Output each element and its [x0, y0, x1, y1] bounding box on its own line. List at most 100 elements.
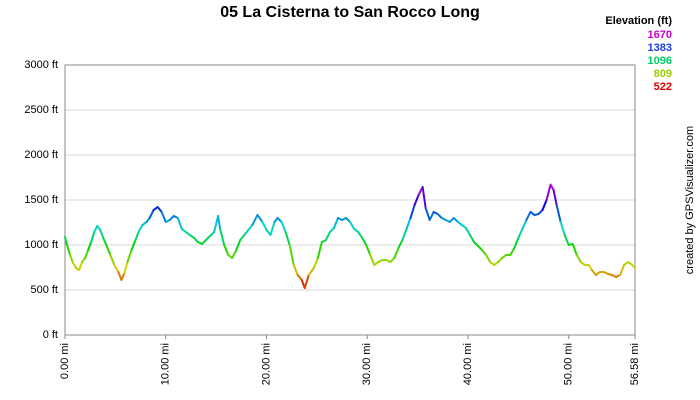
x-tick-label: 20.00 mi — [260, 343, 272, 385]
x-tick-label: 30.00 mi — [361, 343, 373, 385]
elevation-segment — [160, 210, 167, 223]
legend-value: 1670 — [648, 29, 672, 41]
elevation-segment — [303, 273, 310, 290]
legend-value: 1383 — [648, 42, 672, 54]
elevation-segment — [148, 208, 155, 219]
elevation-segment — [312, 256, 319, 270]
legend-title: Elevation (ft) — [605, 15, 672, 27]
x-tick-label: 50.00 mi — [563, 343, 575, 385]
elevation-segment — [288, 244, 295, 266]
elevation-segment — [421, 186, 427, 210]
elevation-segment — [123, 261, 129, 274]
elevation-segment — [361, 236, 368, 246]
elevation-segment — [78, 261, 84, 272]
x-tick-label: 0.00 mi — [59, 343, 71, 379]
elevation-segment — [575, 253, 582, 264]
x-tick-label: 10.00 mi — [160, 343, 172, 385]
elevation-segment — [239, 234, 246, 241]
elevation-segment — [509, 246, 516, 256]
elevation-segment — [549, 183, 555, 192]
elevation-segment — [217, 215, 222, 230]
elevation-segment — [176, 217, 183, 230]
elevation-segment — [357, 231, 364, 239]
legend-value: 522 — [654, 81, 672, 93]
elevation-segment — [365, 244, 372, 256]
elevation-segment — [251, 214, 259, 227]
legend-value: 1096 — [648, 55, 672, 67]
elevation-segment — [99, 228, 105, 239]
elevation-segment — [401, 227, 408, 241]
elevation-segment — [64, 235, 69, 246]
elevation-segment — [156, 206, 163, 213]
legend-value: 809 — [654, 68, 672, 80]
elevation-segment — [545, 183, 552, 201]
elevation-segment — [261, 220, 268, 231]
elevation-segment — [219, 227, 226, 246]
elevation-segment — [349, 220, 356, 230]
y-tick-label: 2500 ft — [24, 104, 58, 116]
elevation-segment — [256, 214, 264, 223]
elevation-segment — [109, 253, 116, 266]
y-tick-label: 1000 ft — [24, 239, 58, 251]
elevation-segment — [468, 234, 476, 244]
y-tick-label: 500 ft — [30, 284, 58, 296]
elevation-segment — [66, 244, 72, 256]
elevation-segment — [517, 227, 524, 239]
elevation-segment — [307, 267, 315, 276]
elevation-segment — [563, 234, 570, 246]
elevation-segment — [296, 273, 303, 282]
elevation-segment — [481, 249, 488, 256]
elevation-segment — [485, 253, 492, 264]
elevation-segment — [130, 238, 137, 252]
elevation-segment — [619, 263, 626, 276]
elevation-segment — [369, 253, 376, 266]
elevation-segment — [393, 246, 400, 259]
elevation-segment — [316, 241, 323, 259]
elevation-segment — [87, 241, 93, 252]
x-tick-label: 40.00 mi — [462, 343, 474, 385]
elevation-segment — [134, 231, 140, 241]
chart-title: 05 La Cisterna to San Rocco Long — [220, 4, 480, 21]
elevation-segment — [90, 231, 96, 244]
elevation-segment — [541, 199, 548, 211]
elevation-segment — [269, 220, 276, 237]
elevation-segment — [93, 225, 99, 234]
elevation-segment — [590, 269, 597, 276]
elevation-segment — [120, 271, 126, 282]
plot-frame — [64, 64, 636, 336]
elevation-segment — [552, 189, 558, 207]
elevation-segment — [126, 249, 133, 264]
y-tick-label: 0 ft — [43, 329, 58, 341]
elevation-segment — [631, 263, 636, 270]
elevation-segment — [324, 231, 331, 241]
elevation-segment — [513, 236, 520, 249]
x-tick-label: 56.58 mi — [629, 343, 641, 385]
elevation-segment — [284, 231, 291, 246]
elevation-segment — [413, 193, 420, 207]
y-tick-label: 2000 ft — [24, 149, 58, 161]
elevation-segment — [397, 238, 404, 249]
y-tick-label: 3000 ft — [24, 59, 58, 71]
elevation-segment — [521, 218, 528, 230]
elevation-segment — [428, 210, 435, 221]
elevation-segment — [105, 244, 112, 256]
elevation-segment — [84, 249, 90, 259]
elevation-segment — [113, 263, 120, 273]
elevation-segment — [280, 220, 287, 234]
credit: created by GPSVisualizer.com — [684, 126, 696, 274]
elevation-segment — [405, 217, 412, 230]
elevation-segment — [223, 244, 230, 256]
elevation-segment — [137, 224, 144, 234]
elevation-segment — [559, 220, 566, 237]
elevation-segment — [231, 249, 238, 259]
elevation-segment — [424, 207, 431, 221]
elevation-segment — [464, 226, 471, 237]
elevation-segment — [409, 204, 416, 219]
elevation-segment — [292, 263, 299, 276]
elevation-segment — [571, 243, 578, 256]
elevation-segment — [235, 238, 242, 252]
elevation-segment — [243, 228, 250, 237]
elevation-segment — [247, 224, 254, 231]
elevation-segment — [525, 210, 532, 221]
